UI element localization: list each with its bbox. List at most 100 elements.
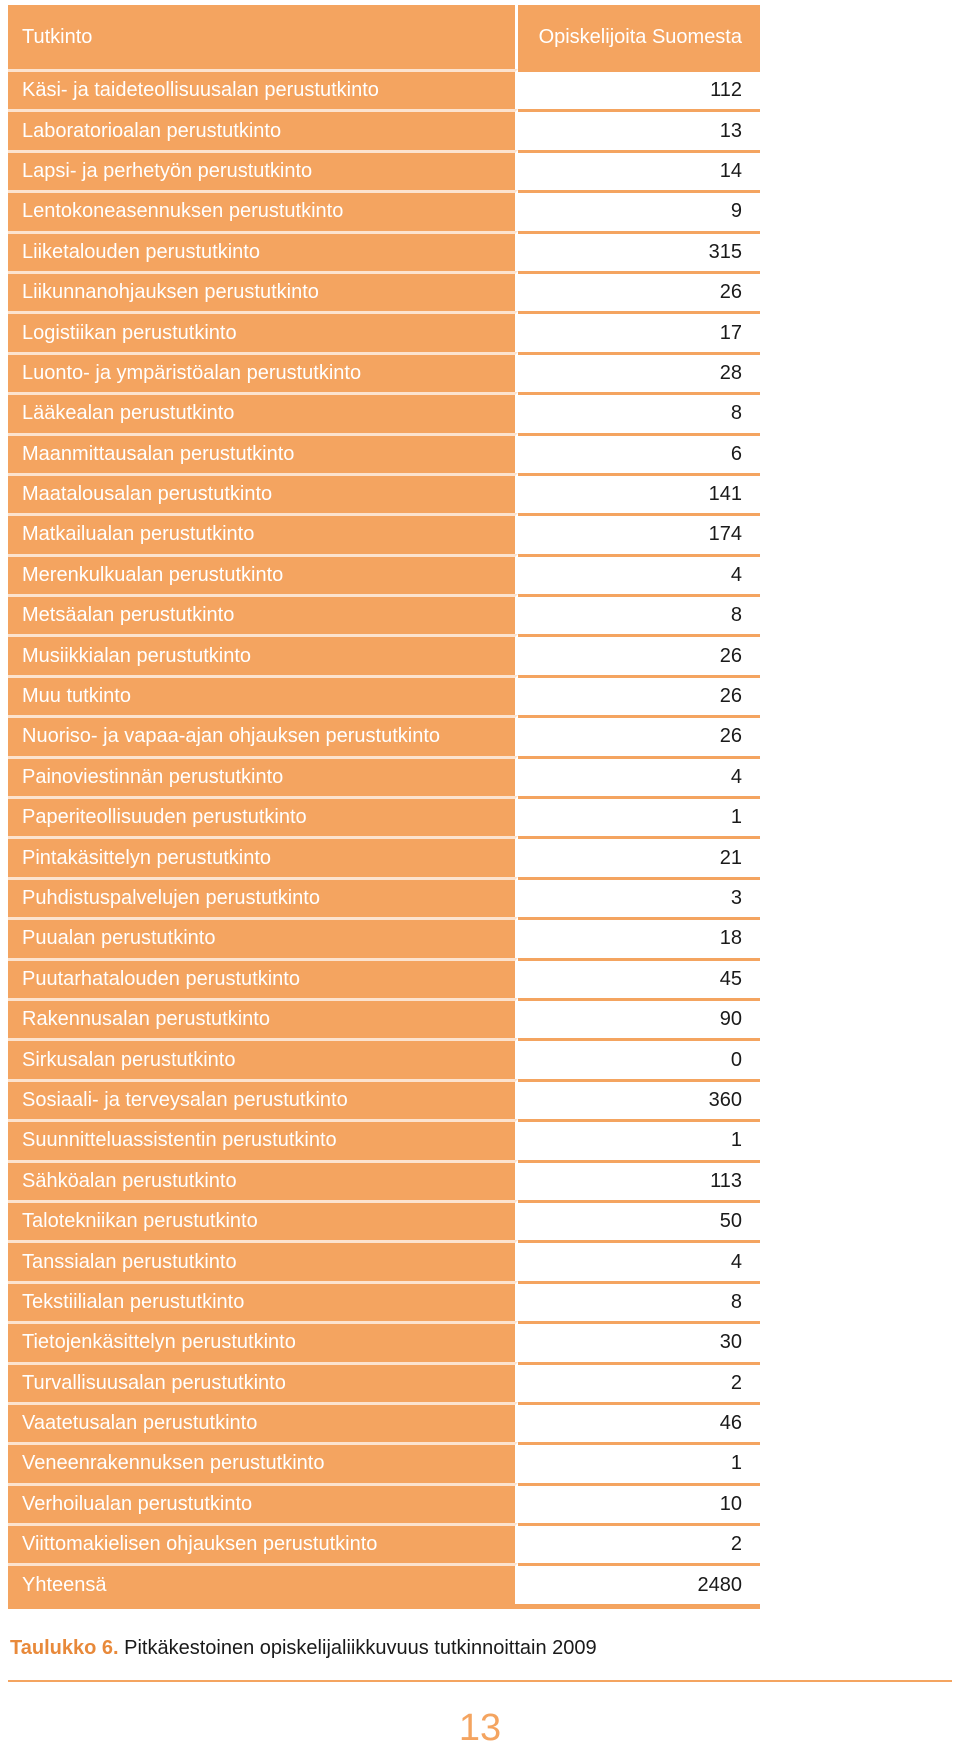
student-count-cell: 45	[518, 957, 760, 998]
table-row: Merenkulkualan perustutkinto 4	[8, 553, 760, 595]
student-count-cell: 112	[518, 69, 760, 110]
table-row: Tanssialan perustutkinto 4	[8, 1240, 760, 1281]
table-row: Suunnitteluassistentin perustutkinto 1	[8, 1119, 760, 1160]
student-count-cell: 13	[518, 109, 760, 150]
degree-name-cell: Luonto- ja ympäristöalan perustutkinto	[8, 351, 518, 393]
student-count-cell: 10	[518, 1482, 760, 1524]
student-count-cell: 50	[518, 1199, 760, 1241]
caption-text: Pitkäkestoinen opiskelijaliikkuvuus tutk…	[124, 1637, 597, 1659]
degree-name-cell: Musiikkialan perustutkinto	[8, 634, 518, 675]
degree-name-cell: Logistiikan perustutkinto	[8, 311, 518, 352]
student-count-cell: 6	[518, 432, 760, 473]
degree-name-cell: Merenkulkualan perustutkinto	[8, 553, 518, 595]
table-row: Metsäalan perustutkinto 8	[8, 594, 760, 635]
degree-name-cell: Veneenrakennuksen perustutkinto	[8, 1442, 518, 1483]
table-row: Lääkealan perustutkinto 8	[8, 392, 760, 433]
table-row: Pintakäsittelyn perustutkinto 21	[8, 836, 760, 877]
student-count-cell: 26	[518, 715, 760, 756]
degree-table-container: Tutkinto Opiskelijoita Suomesta Käsi- ja…	[8, 5, 760, 1609]
student-count-cell: 1	[518, 1119, 760, 1160]
degree-table: Tutkinto Opiskelijoita Suomesta Käsi- ja…	[8, 5, 760, 1604]
student-count-cell: 360	[518, 1078, 760, 1120]
degree-name-cell: Yhteensä	[8, 1563, 518, 1604]
table-row: Nuoriso- ja vapaa-ajan ohjauksen perustu…	[8, 715, 760, 756]
student-count-cell: 8	[518, 392, 760, 433]
student-count-cell: 0	[518, 1038, 760, 1079]
student-count-cell: 2	[518, 1523, 760, 1564]
student-count-cell: 26	[518, 270, 760, 312]
degree-name-cell: Viittomakielisen ohjauksen perustutkinto	[8, 1523, 518, 1564]
table-row: Liiketalouden perustutkinto 315	[8, 230, 760, 271]
student-count-cell: 1	[518, 796, 760, 837]
table-row: Matkailualan perustutkinto 174	[8, 513, 760, 554]
table-row: Veneenrakennuksen perustutkinto 1	[8, 1442, 760, 1483]
student-count-cell: 18	[518, 917, 760, 958]
table-row: Turvallisuusalan perustutkinto 2	[8, 1361, 760, 1402]
degree-name-cell: Muu tutkinto	[8, 674, 518, 716]
degree-name-cell: Liikunnanohjauksen perustutkinto	[8, 270, 518, 312]
column-header-students: Opiskelijoita Suomesta	[518, 5, 760, 69]
table-row: Vaatetusalan perustutkinto 46	[8, 1401, 760, 1443]
student-count-cell: 26	[518, 634, 760, 675]
table-row: Talotekniikan perustutkinto 50	[8, 1199, 760, 1241]
degree-name-cell: Maanmittausalan perustutkinto	[8, 432, 518, 473]
table-row: Luonto- ja ympäristöalan perustutkinto 28	[8, 351, 760, 393]
degree-name-cell: Matkailualan perustutkinto	[8, 513, 518, 554]
table-row: Logistiikan perustutkinto 17	[8, 311, 760, 352]
degree-name-cell: Pintakäsittelyn perustutkinto	[8, 836, 518, 877]
table-row: Painoviestinnän perustutkinto 4	[8, 755, 760, 797]
student-count-cell: 26	[518, 674, 760, 716]
student-count-cell: 28	[518, 351, 760, 393]
student-count-cell: 315	[518, 230, 760, 271]
degree-name-cell: Sähköalan perustutkinto	[8, 1159, 518, 1200]
student-count-cell: 17	[518, 311, 760, 352]
student-count-cell: 4	[518, 553, 760, 595]
degree-name-cell: Tekstiilialan perustutkinto	[8, 1280, 518, 1322]
student-count-cell: 14	[518, 149, 760, 191]
table-row: Käsi- ja taideteollisuusalan perustutkin…	[8, 69, 760, 110]
student-count-cell: 8	[518, 594, 760, 635]
table-row: Verhoilualan perustutkinto 10	[8, 1482, 760, 1524]
degree-name-cell: Painoviestinnän perustutkinto	[8, 755, 518, 797]
student-count-cell: 90	[518, 997, 760, 1039]
student-count-cell: 141	[518, 472, 760, 514]
degree-name-cell: Laboratorioalan perustutkinto	[8, 109, 518, 150]
student-count-cell: 30	[518, 1321, 760, 1362]
student-count-cell: 3	[518, 876, 760, 918]
degree-name-cell: Turvallisuusalan perustutkinto	[8, 1361, 518, 1402]
student-count-cell: 46	[518, 1401, 760, 1443]
degree-name-cell: Suunnitteluassistentin perustutkinto	[8, 1119, 518, 1160]
table-row: Puutarhatalouden perustutkinto 45	[8, 957, 760, 998]
student-count-cell: 1	[518, 1442, 760, 1483]
column-header-degree: Tutkinto	[8, 5, 518, 69]
degree-name-cell: Sosiaali- ja terveysalan perustutkinto	[8, 1078, 518, 1120]
student-count-cell: 2	[518, 1361, 760, 1402]
degree-name-cell: Nuoriso- ja vapaa-ajan ohjauksen perustu…	[8, 715, 518, 756]
degree-name-cell: Sirkusalan perustutkinto	[8, 1038, 518, 1079]
degree-name-cell: Tietojenkäsittelyn perustutkinto	[8, 1321, 518, 1362]
student-count-cell: 8	[518, 1280, 760, 1322]
table-row: Sähköalan perustutkinto 113	[8, 1159, 760, 1200]
table-row: Liikunnanohjauksen perustutkinto 26	[8, 270, 760, 312]
student-count-cell: 174	[518, 513, 760, 554]
degree-name-cell: Verhoilualan perustutkinto	[8, 1482, 518, 1524]
table-row: Puhdistuspalvelujen perustutkinto 3	[8, 876, 760, 918]
table-header-row: Tutkinto Opiskelijoita Suomesta	[8, 5, 760, 69]
student-count-cell: 9	[518, 190, 760, 231]
table-row: Rakennusalan perustutkinto 90	[8, 997, 760, 1039]
degree-name-cell: Puualan perustutkinto	[8, 917, 518, 958]
student-count-cell: 2480	[518, 1563, 760, 1604]
degree-name-cell: Rakennusalan perustutkinto	[8, 997, 518, 1039]
degree-name-cell: Liiketalouden perustutkinto	[8, 230, 518, 271]
table-row: Lentokoneasennuksen perustutkinto 9	[8, 190, 760, 231]
table-row: Yhteensä 2480	[8, 1563, 760, 1604]
footer-divider	[8, 1680, 952, 1682]
table-row: Lapsi- ja perhetyön perustutkinto 14	[8, 149, 760, 191]
degree-name-cell: Metsäalan perustutkinto	[8, 594, 518, 635]
degree-name-cell: Puutarhatalouden perustutkinto	[8, 957, 518, 998]
table-row: Puualan perustutkinto 18	[8, 917, 760, 958]
degree-name-cell: Maatalousalan perustutkinto	[8, 472, 518, 514]
table-row: Tietojenkäsittelyn perustutkinto 30	[8, 1321, 760, 1362]
student-count-cell: 4	[518, 1240, 760, 1281]
page-number: 13	[458, 1707, 502, 1749]
